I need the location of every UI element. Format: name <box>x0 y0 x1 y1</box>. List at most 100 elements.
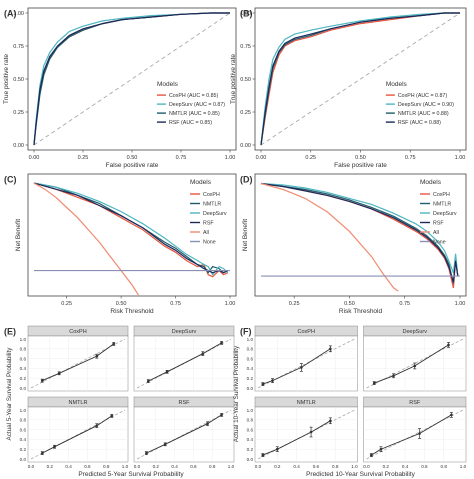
series-line-rsf <box>260 182 459 283</box>
calibration-point <box>220 341 223 345</box>
calibration-point <box>379 447 383 451</box>
reference-diagonal <box>136 409 232 460</box>
calibration-line <box>148 342 222 382</box>
y-axis-title: Actual 10-Year Survival Probability <box>233 345 240 442</box>
y-tick-label: 0.6 <box>247 427 254 432</box>
calibration-point <box>95 354 99 358</box>
legend-title: Models <box>190 179 212 186</box>
calibration-line <box>146 414 222 454</box>
x-tick-label: 1.0 <box>228 464 235 469</box>
calibration-line <box>42 415 113 454</box>
legend-label: CoxPH <box>433 192 450 198</box>
x-tick-label: 0.2 <box>383 464 390 469</box>
facet-coxph: CoxPH 0.0 0.2 0.4 0.6 0.8 1.0 <box>20 325 129 392</box>
y-tick-label: 0.2 <box>247 447 254 452</box>
calibration-point <box>329 347 332 351</box>
panel-label: (C) <box>4 174 17 184</box>
x-tick-label: 0.25 <box>78 155 89 161</box>
calibration-line <box>42 343 114 382</box>
y-axis-title: Actual 5-Year Survival Probability <box>6 347 13 441</box>
calibration-point <box>261 382 265 386</box>
y-tick-label: 1.00 <box>13 11 24 17</box>
y-axis-title: True positive rate <box>230 54 237 104</box>
x-tick-label: 0.75 <box>170 301 181 307</box>
x-tick-label: 0.00 <box>29 155 40 161</box>
legend-label: CoxPH (AUC = 0.85) <box>169 93 219 99</box>
legend-label: RSF <box>433 221 444 227</box>
facet-coxph: CoxPH 0.0 0.2 0.4 0.6 0.8 1.0 <box>247 325 358 392</box>
y-tick-label: 0.4 <box>247 366 254 371</box>
y-tick-label: 0.00 <box>240 143 251 149</box>
calibration-point <box>450 413 453 417</box>
y-tick-label: 0.4 <box>20 366 27 371</box>
legend-label: All <box>203 230 209 236</box>
panel-C: (C) 0.25 0.50 0.75 1.00 Risk Threshold Net Ben… <box>4 173 237 315</box>
legend-label: DeepSurv <box>203 211 227 217</box>
y-tick-label: 0.8 <box>20 418 27 423</box>
x-tick-label: 0.4 <box>171 464 178 469</box>
legend-label: CoxPH <box>203 192 220 198</box>
calibration-point <box>53 445 56 449</box>
panel-label: (F) <box>240 326 252 336</box>
y-tick-label: 0.0 <box>247 386 254 391</box>
series-line-rsf <box>33 182 229 274</box>
x-axis-title: Risk Threshold <box>339 308 383 315</box>
panel-label: (E) <box>4 326 16 336</box>
legend-label: RSF (AUC = 0.88) <box>398 120 441 126</box>
facet-title: RSF <box>179 400 191 406</box>
x-tick-label: 0.50 <box>355 155 366 161</box>
y-tick-label: 0.6 <box>20 427 27 432</box>
x-tick-label: 0.2 <box>47 464 54 469</box>
panel-B: (B) 0.00 0.25 0.50 0.75 1.00 0.00 0.25 0.50 0.75 1… <box>230 7 467 169</box>
x-tick-label: 1.0 <box>351 464 358 469</box>
x-tick-label: 1.00 <box>455 155 466 161</box>
x-tick-label: 0.0 <box>255 464 262 469</box>
panel-label: (D) <box>240 174 253 184</box>
x-tick-label: 0.8 <box>103 464 110 469</box>
x-tick-label: 0.25 <box>289 301 300 307</box>
x-tick-label: 1.00 <box>225 301 236 307</box>
y-tick-label: 0.25 <box>13 110 24 116</box>
y-tick-label: 0.2 <box>20 376 27 381</box>
x-tick-label: 1.00 <box>455 301 466 307</box>
calibration-point <box>372 381 376 385</box>
x-tick-label: 0.50 <box>127 155 138 161</box>
legend-title: Models <box>386 81 408 88</box>
panel-F: (F) CoxPH 0.0 0.2 0.4 0.6 0.8 1.0 DeepSurv NMTLR 0… <box>233 325 467 478</box>
y-tick-label: 1.00 <box>240 11 251 17</box>
y-tick-label: 1.0 <box>20 337 27 342</box>
reference-diagonal <box>257 338 355 389</box>
calibration-point <box>112 342 116 346</box>
series-line-nmtlr <box>33 182 229 274</box>
calibration-point <box>40 379 44 382</box>
x-tick-label: 0.6 <box>421 464 428 469</box>
legend-label: CoxPH (AUC = 0.87) <box>398 93 448 99</box>
x-tick-label: 1.0 <box>460 464 467 469</box>
calibration-point <box>145 451 148 455</box>
x-tick-label: 0.8 <box>332 464 339 469</box>
legend-label: NMTLR (AUC = 0.85) <box>169 111 220 117</box>
facet-nmtlr: NMTLR 0.0 0.2 0.4 0.6 0.8 1.0 0.0 0.2 0.4 0.6 0.8 1.… <box>20 396 129 469</box>
legend-label: NMTLR <box>433 202 451 208</box>
y-tick-label: 0.4 <box>247 437 254 442</box>
calibration-line <box>371 414 452 456</box>
x-tick-label: 0.6 <box>84 464 91 469</box>
legend-label: NMTLR (AUC = 0.88) <box>398 111 449 117</box>
facet-rsf: RSF 0.0 0.2 0.4 0.6 0.8 1.0 <box>133 396 235 469</box>
x-tick-label: 0.75 <box>176 155 187 161</box>
legend-label: None <box>203 240 216 246</box>
panel-A: (A) 0.00 0.25 0.50 0.75 1.00 0.00 0.25 0.50 0.75 1… <box>3 7 237 169</box>
calibration-point <box>201 352 205 356</box>
x-tick-label: 0.0 <box>28 464 35 469</box>
facet-title: NMTLR <box>69 400 88 406</box>
y-tick-label: 0.0 <box>20 457 27 462</box>
y-tick-label: 1.0 <box>247 408 254 413</box>
legend-title: Models <box>420 179 442 186</box>
plot-frame <box>27 173 237 297</box>
calibration-point <box>110 414 114 418</box>
y-axis-title: Net Benefit <box>242 219 249 251</box>
x-tick-label: 0.2 <box>153 464 160 469</box>
x-tick-label: 0.00 <box>256 155 267 161</box>
reference-diagonal <box>257 409 355 460</box>
y-axis-title: True positive rate <box>3 54 10 104</box>
